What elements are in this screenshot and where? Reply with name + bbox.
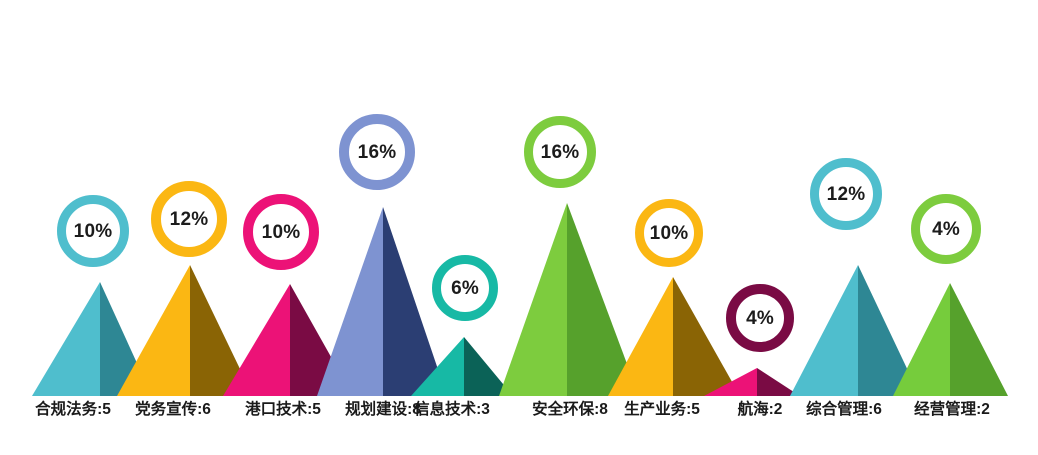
category-label-生产业务: 生产业务:5 [624,401,700,418]
mountain-m5[interactable] [411,337,513,396]
mountain-face-dark [190,265,253,396]
percentage-value: 12% [826,183,866,205]
mountain-m4[interactable] [317,207,447,396]
percentage-badge-m10[interactable]: 4% [911,194,981,264]
percentage-badge-m6[interactable]: 16% [524,116,596,188]
mountain-face-dark [383,207,447,396]
category-label-综合管理: 综合管理:6 [806,401,882,418]
mountain-face-light [317,207,383,396]
category-label-信息技术: 信息技术:3 [414,401,490,418]
percentage-badge-m9[interactable]: 12% [810,158,882,230]
percentage-badge-m1[interactable]: 10% [57,195,129,267]
percentage-badge-m3[interactable]: 10% [243,194,319,270]
mountain-face-light [790,265,858,396]
category-label-党务宣传: 党务宣传:6 [135,401,211,418]
percentage-value: 4% [932,218,960,240]
mountain-m6[interactable] [499,203,639,396]
mountain-m10[interactable] [893,283,1008,396]
mountain-face-light [893,283,950,396]
mountain-face-dark [673,277,740,396]
percentage-badge-m4[interactable]: 16% [339,114,415,190]
mountain-face-light [223,284,290,396]
mountain-face-light [117,265,190,396]
mountain-m8[interactable] [704,368,800,396]
mountain-face-light [499,203,567,396]
category-label-航海: 航海:2 [737,401,783,418]
percentage-value: 4% [746,307,774,329]
percentage-value: 10% [261,221,301,243]
percentage-badge-m5[interactable]: 6% [432,255,498,321]
percentage-value: 16% [540,141,580,163]
mountain-face-dark [858,265,920,396]
category-label-安全环保: 安全环保:8 [532,401,608,418]
percentage-badge-m7[interactable]: 10% [635,199,703,267]
category-label-合规法务: 合规法务:5 [35,401,111,418]
percentage-value: 12% [169,208,209,230]
percentage-value: 6% [451,277,479,299]
percentage-value: 16% [357,141,397,163]
mountain-face-light [704,368,757,396]
mountain-face-dark [464,337,513,396]
mountain-face-light [32,282,100,396]
percentage-value: 10% [73,220,113,242]
mountain-m7[interactable] [608,277,740,396]
category-label-港口技术: 港口技术:5 [245,401,321,418]
percentage-badge-m8[interactable]: 4% [726,284,794,352]
mountain-face-light [411,337,464,396]
mountain-face-light [608,277,673,396]
percentage-value: 10% [649,222,689,244]
mountain-face-dark [950,283,1008,396]
category-label-规划建设: 规划建设:8 [345,401,421,418]
mountain-m9[interactable] [790,265,920,396]
mountain-face-dark [567,203,639,396]
mountain-face-dark [757,368,800,396]
percentage-badge-m2[interactable]: 12% [151,181,227,257]
category-label-经营管理: 经营管理:2 [914,401,990,418]
mountain-m2[interactable] [117,265,253,396]
